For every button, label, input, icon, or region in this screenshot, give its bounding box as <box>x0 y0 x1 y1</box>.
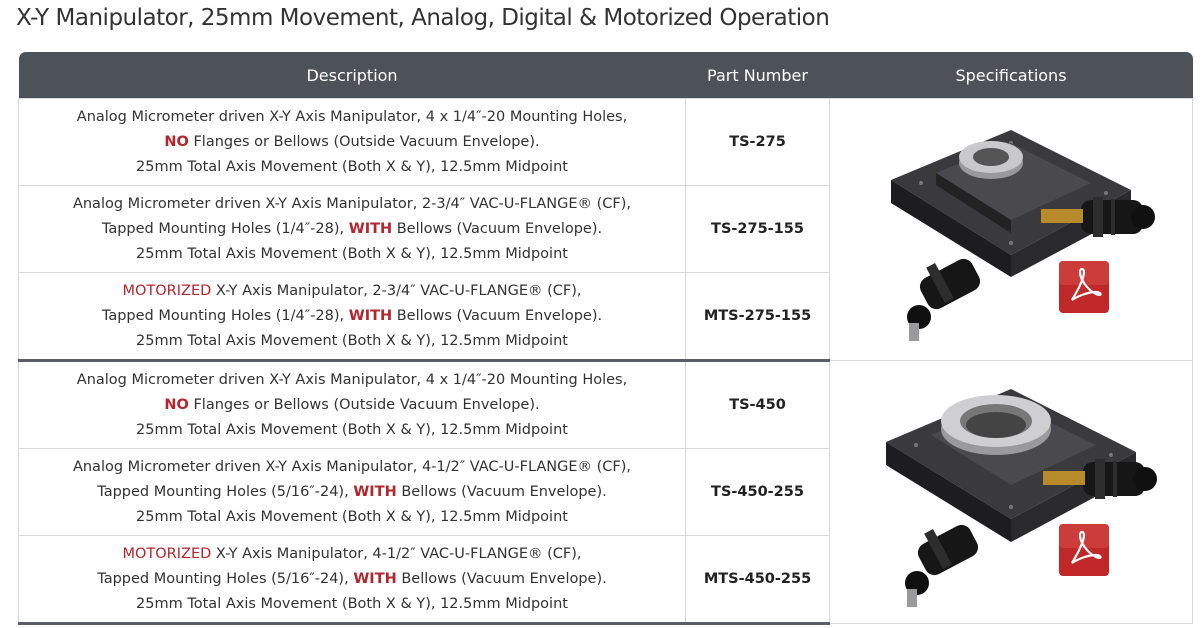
description-line: 25mm Total Axis Movement (Both X & Y), 1… <box>19 155 685 180</box>
table-row: Analog Micrometer driven X-Y Axis Manipu… <box>18 98 1193 361</box>
part-number-cell: TS-450-255 <box>685 448 830 536</box>
highlight-text: WITH <box>353 483 397 500</box>
description-line: Tapped Mounting Holes (1/4″-28), WITH Be… <box>19 217 685 242</box>
header-specifications: Specifications <box>829 52 1193 99</box>
description-text: Tapped Mounting Holes (5/16″-24), <box>97 483 354 500</box>
highlight-text: MOTORIZED <box>122 282 212 299</box>
product-table: Description Part Number Specifications A… <box>18 52 1193 625</box>
description-line: Tapped Mounting Holes (5/16″-24), WITH B… <box>19 567 685 592</box>
highlight-text: MOTORIZED <box>122 545 212 562</box>
description-line: MOTORIZED X-Y Axis Manipulator, 2-3/4″ V… <box>19 279 685 304</box>
description-text: 25mm Total Axis Movement (Both X & Y), 1… <box>136 332 568 349</box>
description-cell: Analog Micrometer driven X-Y Axis Manipu… <box>18 185 686 273</box>
description-line: NO Flanges or Bellows (Outside Vacuum En… <box>19 393 685 418</box>
part-number-cell: MTS-450-255 <box>685 535 830 625</box>
highlight-text: WITH <box>348 307 393 324</box>
part-number: TS-450 <box>729 397 786 413</box>
part-number-cell: TS-275-155 <box>685 185 830 273</box>
highlight-text: NO <box>164 396 189 413</box>
description-text: X-Y Axis Manipulator, 4-1/2″ VAC-U-FLANG… <box>211 545 582 562</box>
table-row: Analog Micrometer driven X-Y Axis Manipu… <box>18 448 1193 536</box>
description-cell: Analog Micrometer driven X-Y Axis Manipu… <box>18 98 686 186</box>
description-line: 25mm Total Axis Movement (Both X & Y), 1… <box>19 418 685 443</box>
description-text: 25mm Total Axis Movement (Both X & Y), 1… <box>136 421 568 438</box>
description-line: Analog Micrometer driven X-Y Axis Manipu… <box>19 192 685 217</box>
part-number: MTS-450-255 <box>703 571 812 587</box>
specifications-cell <box>829 360 1193 624</box>
description-text: 25mm Total Axis Movement (Both X & Y), 1… <box>136 595 568 612</box>
description-line: MOTORIZED X-Y Axis Manipulator, 4-1/2″ V… <box>19 542 685 567</box>
description-line: 25mm Total Axis Movement (Both X & Y), 1… <box>19 242 685 267</box>
description-line: Tapped Mounting Holes (1/4″-28), WITH Be… <box>19 304 685 329</box>
description-line: Analog Micrometer driven X-Y Axis Manipu… <box>19 455 685 480</box>
table-row: Analog Micrometer driven X-Y Axis Manipu… <box>18 360 1193 624</box>
description-cell: Analog Micrometer driven X-Y Axis Manipu… <box>18 448 686 536</box>
table-row: MOTORIZED X-Y Axis Manipulator, 4-1/2″ V… <box>18 535 1193 625</box>
description-line: Analog Micrometer driven X-Y Axis Manipu… <box>19 105 685 130</box>
product-image-ts-450 <box>886 389 1157 607</box>
description-line: NO Flanges or Bellows (Outside Vacuum En… <box>19 130 685 155</box>
description-line: Analog Micrometer driven X-Y Axis Manipu… <box>19 368 685 393</box>
page-title: X-Y Manipulator, 25mm Movement, Analog, … <box>16 5 830 31</box>
highlight-text: WITH <box>348 220 393 237</box>
description-text: Bellows (Vacuum Envelope). <box>396 483 607 500</box>
part-number: TS-275-155 <box>711 221 804 237</box>
part-number: MTS-275-155 <box>703 308 812 324</box>
description-text: Bellows (Vacuum Envelope). <box>396 570 607 587</box>
part-number-cell: TS-450 <box>685 360 830 449</box>
pdf-icon[interactable] <box>1058 523 1110 577</box>
specifications-cell <box>829 98 1193 361</box>
description-text: 25mm Total Axis Movement (Both X & Y), 1… <box>136 158 568 175</box>
description-text: Analog Micrometer driven X-Y Axis Manipu… <box>76 108 628 125</box>
header-part-number: Part Number <box>685 52 830 99</box>
description-line: Tapped Mounting Holes (5/16″-24), WITH B… <box>19 480 685 505</box>
description-text: Flanges or Bellows (Outside Vacuum Envel… <box>188 133 540 150</box>
part-number-cell: TS-275 <box>685 98 830 186</box>
table-row: Analog Micrometer driven X-Y Axis Manipu… <box>18 185 1193 273</box>
table-row: MOTORIZED X-Y Axis Manipulator, 2-3/4″ V… <box>18 272 1193 362</box>
description-text: Tapped Mounting Holes (1/4″-28), <box>101 307 349 324</box>
product-table-container: Description Part Number Specifications A… <box>18 52 1193 625</box>
description-text: Tapped Mounting Holes (1/4″-28), <box>101 220 349 237</box>
product-image-ts-275 <box>891 129 1155 341</box>
description-line: 25mm Total Axis Movement (Both X & Y), 1… <box>19 592 685 617</box>
description-text: Analog Micrometer driven X-Y Axis Manipu… <box>76 371 628 388</box>
description-text: Bellows (Vacuum Envelope). <box>392 307 603 324</box>
manipulator-illustration <box>886 389 1157 607</box>
part-number-cell: MTS-275-155 <box>685 272 830 362</box>
description-cell: MOTORIZED X-Y Axis Manipulator, 4-1/2″ V… <box>18 535 686 625</box>
header-description: Description <box>18 52 686 99</box>
description-cell: Analog Micrometer driven X-Y Axis Manipu… <box>18 360 686 449</box>
part-number: TS-275 <box>729 134 786 150</box>
table-header-row: Description Part Number Specifications <box>18 52 1193 99</box>
description-text: Analog Micrometer driven X-Y Axis Manipu… <box>72 195 632 212</box>
description-text: 25mm Total Axis Movement (Both X & Y), 1… <box>136 508 568 525</box>
description-line: 25mm Total Axis Movement (Both X & Y), 1… <box>19 329 685 354</box>
highlight-text: WITH <box>353 570 397 587</box>
description-line: 25mm Total Axis Movement (Both X & Y), 1… <box>19 505 685 530</box>
description-text: Bellows (Vacuum Envelope). <box>392 220 603 237</box>
manipulator-illustration <box>891 129 1155 341</box>
description-text: 25mm Total Axis Movement (Both X & Y), 1… <box>136 245 568 262</box>
description-text: Flanges or Bellows (Outside Vacuum Envel… <box>188 396 540 413</box>
highlight-text: NO <box>164 133 189 150</box>
pdf-icon[interactable] <box>1058 260 1110 314</box>
description-text: X-Y Axis Manipulator, 2-3/4″ VAC-U-FLANG… <box>211 282 582 299</box>
description-text: Analog Micrometer driven X-Y Axis Manipu… <box>72 458 632 475</box>
description-text: Tapped Mounting Holes (5/16″-24), <box>97 570 354 587</box>
description-cell: MOTORIZED X-Y Axis Manipulator, 2-3/4″ V… <box>18 272 686 362</box>
part-number: TS-450-255 <box>711 484 804 500</box>
